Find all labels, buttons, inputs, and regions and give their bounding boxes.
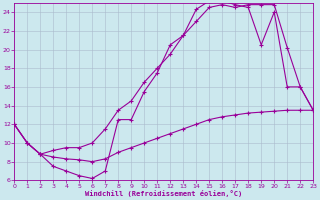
X-axis label: Windchill (Refroidissement éolien,°C): Windchill (Refroidissement éolien,°C): [85, 190, 242, 197]
